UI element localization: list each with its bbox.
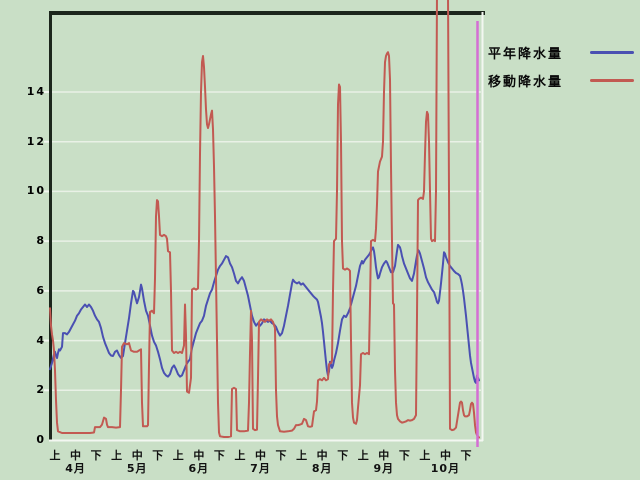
x-period-label: 下 — [337, 449, 349, 462]
y-tick-label: 14 — [26, 85, 46, 98]
x-period-label: 中 — [193, 449, 205, 462]
x-period-label: 下 — [152, 449, 164, 462]
axis-top — [49, 11, 485, 15]
x-period-label: 下 — [460, 449, 472, 462]
legend-label-normal: 平年降水量 — [488, 46, 564, 62]
y-tick-label: 10 — [26, 184, 46, 198]
y-tick-label: 8 — [36, 234, 46, 248]
series-line-moving — [49, 0, 480, 439]
y-tick-label: 2 — [36, 383, 46, 397]
x-period-label: 下 — [90, 449, 102, 462]
x-month-label: 5月 — [126, 462, 148, 475]
series-line-normal — [49, 243, 480, 384]
x-period-label: 中 — [439, 449, 451, 462]
x-month-label: 8月 — [311, 462, 333, 475]
x-period-label: 下 — [398, 449, 410, 462]
x-period-label: 上 — [357, 449, 369, 462]
x-period-label: 上 — [419, 449, 431, 462]
x-month-label: 6月 — [188, 462, 210, 475]
legend: 平年降水量 移動降水量 — [488, 38, 634, 94]
x-period-label: 中 — [316, 449, 328, 462]
x-period-label: 上 — [234, 449, 246, 462]
y-tick-label: 4 — [36, 333, 46, 347]
legend-item-normal: 平年降水量 — [488, 38, 634, 66]
x-period-label: 中 — [70, 449, 82, 462]
y-tick-label: 0 — [36, 433, 46, 446]
x-month-label: 10月 — [430, 462, 461, 475]
x-period-label: 下 — [275, 449, 287, 462]
legend-line-moving-icon — [590, 78, 634, 82]
x-period-label: 上 — [296, 449, 308, 462]
y-tick-label: 12 — [26, 134, 46, 148]
axis-left — [49, 11, 52, 440]
x-period-label: 下 — [213, 449, 225, 462]
x-period-label: 中 — [255, 449, 266, 462]
legend-label-moving: 移動降水量 — [488, 74, 564, 90]
x-period-label: 中 — [378, 449, 390, 462]
x-period-label: 上 — [111, 449, 123, 462]
x-month-label: 4月 — [65, 462, 86, 475]
x-period-label: 上 — [49, 449, 61, 462]
x-month-label: 9月 — [373, 462, 395, 475]
y-tick-label: 6 — [36, 283, 46, 297]
x-period-label: 上 — [172, 449, 184, 462]
legend-item-moving: 移動降水量 — [488, 66, 634, 94]
legend-line-normal-icon — [590, 50, 634, 54]
x-period-label: 中 — [131, 449, 143, 462]
x-month-label: 7月 — [250, 462, 271, 475]
